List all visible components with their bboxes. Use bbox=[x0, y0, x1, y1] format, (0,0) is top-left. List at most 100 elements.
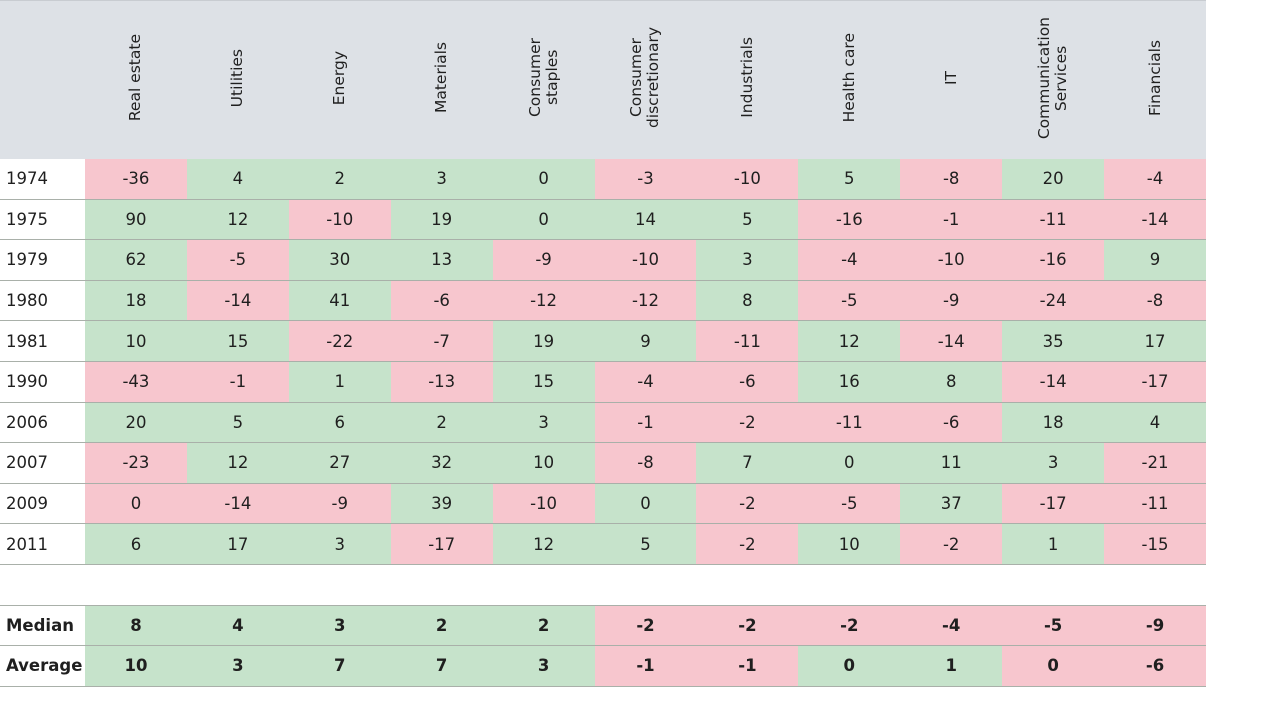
value-cell: -2 bbox=[798, 605, 901, 647]
column-header: Health care bbox=[798, 0, 901, 159]
table-row: 2011 6 17 3 -17 12 5 -2 10 -2 1 -15 bbox=[0, 523, 1206, 565]
summary-row: Average 10 3 7 7 3 -1 -1 0 1 0 -6 bbox=[0, 645, 1206, 687]
column-header: Consumer staples bbox=[492, 0, 595, 159]
value-cell: -13 bbox=[390, 361, 493, 403]
value-cell: 9 bbox=[594, 320, 697, 362]
column-header: Materials bbox=[390, 0, 493, 159]
value-cell: -2 bbox=[696, 402, 799, 444]
value-cell: 2 bbox=[492, 605, 595, 647]
column-header-label: Consumer staples bbox=[525, 38, 561, 118]
value-cell: 5 bbox=[798, 158, 901, 200]
value-cell: 3 bbox=[696, 239, 799, 281]
value-cell: -9 bbox=[288, 483, 391, 525]
value-cell: -11 bbox=[1104, 483, 1206, 525]
value-cell: 9 bbox=[1104, 239, 1206, 281]
value-cell: -11 bbox=[1002, 199, 1105, 241]
value-cell: -2 bbox=[594, 605, 697, 647]
value-cell: -7 bbox=[390, 320, 493, 362]
value-cell: -1 bbox=[594, 645, 697, 687]
value-cell: 18 bbox=[1002, 402, 1105, 444]
value-cell: -6 bbox=[696, 361, 799, 403]
year-cell: 1974 bbox=[0, 158, 85, 200]
column-header: Industrials bbox=[696, 0, 799, 159]
value-cell: 12 bbox=[186, 199, 289, 241]
value-cell: -11 bbox=[696, 320, 799, 362]
value-cell: 3 bbox=[390, 158, 493, 200]
table-row: 1981 10 15 -22 -7 19 9 -11 12 -14 35 17 bbox=[0, 320, 1206, 362]
value-cell: -2 bbox=[696, 523, 799, 565]
value-cell: -12 bbox=[594, 280, 697, 322]
value-cell: 35 bbox=[1002, 320, 1105, 362]
value-cell: 19 bbox=[390, 199, 493, 241]
value-cell: 1 bbox=[1002, 523, 1105, 565]
value-cell: -10 bbox=[288, 199, 391, 241]
table-row: 1975 90 12 -10 19 0 14 5 -16 -1 -11 -14 bbox=[0, 199, 1206, 241]
value-cell: -16 bbox=[1002, 239, 1105, 281]
value-cell: 17 bbox=[186, 523, 289, 565]
value-cell: -4 bbox=[900, 605, 1003, 647]
value-cell: -8 bbox=[1104, 280, 1206, 322]
column-header: Consumer discretionary bbox=[594, 0, 697, 159]
sector-returns-table: Real estate Utilities Energy Materials Consu… bbox=[0, 0, 1206, 687]
value-cell: 5 bbox=[594, 523, 697, 565]
value-cell: 27 bbox=[288, 442, 391, 484]
spacer-row bbox=[0, 564, 1206, 606]
value-cell: 0 bbox=[798, 442, 901, 484]
value-cell: 0 bbox=[85, 483, 187, 525]
value-cell: -4 bbox=[594, 361, 697, 403]
value-cell: 2 bbox=[390, 605, 493, 647]
value-cell: -4 bbox=[1104, 158, 1206, 200]
value-cell: 19 bbox=[492, 320, 595, 362]
table-row: 2009 0 -14 -9 39 -10 0 -2 -5 37 -17 -11 bbox=[0, 483, 1206, 525]
summary-label: Median bbox=[0, 605, 85, 647]
value-cell: -14 bbox=[186, 280, 289, 322]
value-cell: 39 bbox=[390, 483, 493, 525]
value-cell: -5 bbox=[186, 239, 289, 281]
value-cell: 3 bbox=[288, 605, 391, 647]
value-cell: -6 bbox=[390, 280, 493, 322]
value-cell: -1 bbox=[186, 361, 289, 403]
corner-cell bbox=[0, 0, 85, 159]
value-cell: -1 bbox=[900, 199, 1003, 241]
value-cell: 14 bbox=[594, 199, 697, 241]
value-cell: 3 bbox=[288, 523, 391, 565]
value-cell: -14 bbox=[900, 320, 1003, 362]
value-cell: -3 bbox=[594, 158, 697, 200]
value-cell: 8 bbox=[900, 361, 1003, 403]
table-body: 1974 -36 4 2 3 0 -3 -10 5 -8 20 -4 1975 90 12 -10 19 0 14 5… bbox=[0, 158, 1206, 687]
value-cell: 4 bbox=[186, 158, 289, 200]
value-cell: -1 bbox=[594, 402, 697, 444]
value-cell: -6 bbox=[900, 402, 1003, 444]
column-header: IT bbox=[900, 0, 1003, 159]
value-cell: 2 bbox=[390, 402, 493, 444]
value-cell: 10 bbox=[492, 442, 595, 484]
table-row: 1979 62 -5 30 13 -9 -10 3 -4 -10 -16 9 bbox=[0, 239, 1206, 281]
table-row: 1990 -43 -1 1 -13 15 -4 -6 16 8 -14 -17 bbox=[0, 361, 1206, 403]
value-cell: -9 bbox=[900, 280, 1003, 322]
value-cell: 20 bbox=[85, 402, 187, 444]
value-cell: 3 bbox=[186, 645, 289, 687]
value-cell: 32 bbox=[390, 442, 493, 484]
value-cell: -14 bbox=[1002, 361, 1105, 403]
header-row: Real estate Utilities Energy Materials Consu… bbox=[0, 0, 1206, 159]
value-cell: -10 bbox=[594, 239, 697, 281]
year-cell: 1990 bbox=[0, 361, 85, 403]
value-cell: 6 bbox=[85, 523, 187, 565]
year-cell: 2009 bbox=[0, 483, 85, 525]
value-cell: 7 bbox=[390, 645, 493, 687]
value-cell: 1 bbox=[900, 645, 1003, 687]
value-cell: 62 bbox=[85, 239, 187, 281]
value-cell: -17 bbox=[390, 523, 493, 565]
value-cell: -17 bbox=[1002, 483, 1105, 525]
value-cell: 5 bbox=[186, 402, 289, 444]
year-cell: 2011 bbox=[0, 523, 85, 565]
value-cell: -22 bbox=[288, 320, 391, 362]
value-cell: -9 bbox=[1104, 605, 1206, 647]
value-cell: -15 bbox=[1104, 523, 1206, 565]
value-cell: 12 bbox=[798, 320, 901, 362]
value-cell: 37 bbox=[900, 483, 1003, 525]
year-cell: 1980 bbox=[0, 280, 85, 322]
value-cell: -8 bbox=[594, 442, 697, 484]
sector-returns-table-container: Real estate Utilities Energy Materials Consu… bbox=[0, 0, 1206, 687]
table-row: 1974 -36 4 2 3 0 -3 -10 5 -8 20 -4 bbox=[0, 158, 1206, 200]
